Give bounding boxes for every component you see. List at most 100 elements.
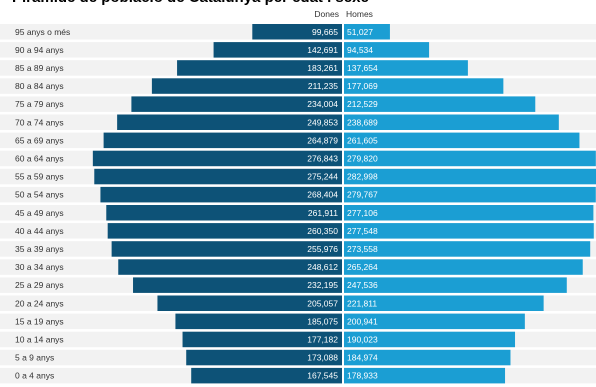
age-row: 40 a 44 anys 260,350 277,548: [0, 223, 596, 239]
age-row: 25 a 29 anys 232,195 247,536: [0, 277, 596, 293]
age-group-label: 80 a 84 anys: [15, 81, 64, 91]
value-label-dones: 264,879: [307, 135, 338, 145]
bar-dones: [252, 24, 342, 40]
age-row: 65 a 69 anys 264,879 261,605: [0, 132, 596, 149]
bar-homes: [344, 223, 594, 239]
bar-homes: [344, 259, 583, 275]
value-label-dones: 177,182: [307, 334, 338, 344]
age-group-label: 55 a 59 anys: [15, 172, 64, 182]
bar-homes: [344, 277, 567, 293]
age-group-label: 35 a 39 anys: [15, 244, 64, 254]
bar-dones: [151, 78, 342, 94]
value-label-homes: 212,529: [347, 99, 378, 109]
bar-dones: [133, 277, 342, 293]
bar-homes: [344, 331, 516, 348]
legend-dones: Dones: [314, 9, 339, 19]
bar-homes: [344, 114, 559, 130]
age-row: 0 a 4 anys 167,545 178,933: [0, 367, 596, 384]
value-label-homes: 282,998: [347, 172, 378, 182]
age-group-label: 45 a 49 anys: [15, 208, 64, 218]
bar-dones: [100, 186, 342, 203]
value-label-dones: 255,976: [307, 244, 338, 254]
age-group-label: 40 a 44 anys: [15, 226, 64, 236]
value-label-dones: 167,545: [307, 371, 338, 381]
value-label-dones: 99,665: [312, 27, 338, 37]
value-label-homes: 265,264: [347, 262, 378, 272]
age-group-label: 50 a 54 anys: [15, 190, 64, 200]
value-label-dones: 211,235: [308, 81, 338, 91]
value-label-homes: 184,974: [347, 353, 378, 363]
value-label-homes: 200,941: [347, 316, 378, 326]
age-row: 45 a 49 anys 261,911 277,106: [0, 205, 596, 221]
age-group-label: 95 anys o més: [15, 27, 70, 37]
bar-homes: [344, 168, 596, 185]
value-label-dones: 183,261: [307, 63, 338, 73]
bar-homes: [344, 96, 536, 112]
age-group-label: 70 a 74 anys: [15, 117, 64, 127]
bar-dones: [94, 168, 343, 185]
age-row: 85 a 89 anys 183,261 137,654: [0, 60, 596, 76]
bar-dones: [106, 205, 343, 221]
age-row: 70 a 74 anys 249,853 238,689: [0, 114, 596, 130]
age-row: 55 a 59 anys 275,244 282,998: [0, 168, 596, 185]
bar-homes: [344, 295, 544, 311]
value-label-dones: 234,004: [307, 99, 338, 109]
age-group-label: 75 a 79 anys: [15, 99, 64, 109]
bar-homes: [344, 150, 596, 167]
age-row: 95 anys o més 99,665 51,027: [0, 24, 596, 40]
bar-dones: [175, 313, 342, 330]
value-label-dones: 260,350: [307, 226, 338, 236]
bar-homes: [344, 367, 506, 384]
age-row: 10 a 14 anys 177,182 190,023: [0, 331, 596, 348]
bar-dones: [157, 295, 342, 311]
value-label-dones: 248,612: [307, 262, 338, 272]
value-label-homes: 273,558: [347, 244, 378, 254]
value-label-dones: 261,911: [308, 208, 338, 218]
age-group-label: 0 a 4 anys: [15, 371, 54, 381]
value-label-homes: 221,811: [347, 298, 377, 308]
age-group-label: 30 a 34 anys: [15, 262, 64, 272]
age-group-label: 90 a 94 anys: [15, 45, 64, 55]
value-label-homes: 261,605: [347, 135, 378, 145]
bar-homes: [344, 313, 525, 330]
value-label-homes: 279,767: [347, 190, 378, 200]
age-group-label: 25 a 29 anys: [15, 280, 64, 290]
value-label-homes: 279,820: [347, 153, 378, 163]
value-label-homes: 247,536: [347, 280, 378, 290]
bar-homes: [344, 132, 580, 149]
age-row: 35 a 39 anys 255,976 273,558: [0, 241, 596, 257]
age-row: 5 a 9 anys 173,088 184,974: [0, 349, 596, 366]
value-label-homes: 190,023: [347, 334, 378, 344]
bar-dones: [111, 241, 342, 257]
chart-title-cropped: Piràmide de població de Catalunya per ed…: [0, 0, 596, 7]
value-label-homes: 137,654: [347, 63, 378, 73]
age-row: 50 a 54 anys 268,404 279,767: [0, 186, 596, 203]
value-label-homes: 277,106: [347, 208, 378, 218]
bar-dones: [107, 223, 342, 239]
value-label-dones: 276,843: [307, 153, 338, 163]
age-row: 80 a 84 anys 211,235 177,069: [0, 78, 596, 94]
bar-dones: [191, 367, 342, 384]
bar-homes: [344, 60, 468, 76]
value-label-homes: 51,027: [347, 27, 373, 37]
value-label-dones: 275,244: [307, 172, 338, 182]
bar-homes: [344, 241, 591, 257]
bar-homes: [344, 349, 511, 366]
value-label-dones: 205,057: [307, 298, 338, 308]
age-group-label: 85 a 89 anys: [15, 63, 64, 73]
bar-dones: [131, 96, 342, 112]
bar-dones: [186, 349, 342, 366]
value-label-homes: 177,069: [347, 81, 378, 91]
bar-dones: [118, 259, 342, 275]
bar-homes: [344, 42, 430, 58]
value-label-dones: 268,404: [307, 190, 338, 200]
bar-dones: [117, 114, 343, 130]
value-label-dones: 249,853: [307, 117, 338, 127]
value-label-homes: 94,534: [347, 45, 373, 55]
age-row: 60 a 64 anys 276,843 279,820: [0, 150, 596, 167]
bar-dones: [213, 42, 342, 58]
legend-homes: Homes: [346, 9, 373, 19]
age-row: 15 a 19 anys 185,075 200,941: [0, 313, 596, 330]
